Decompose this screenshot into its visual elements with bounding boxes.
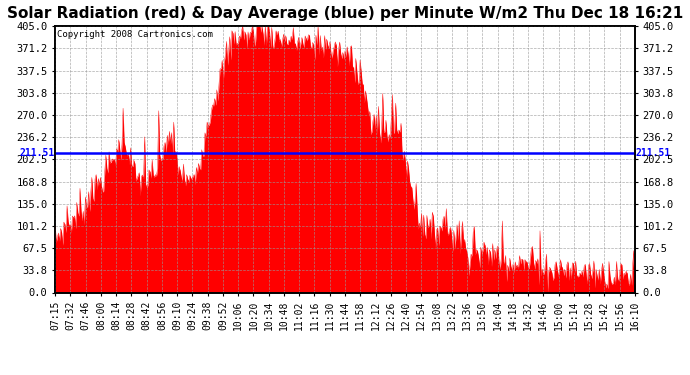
Text: Copyright 2008 Cartronics.com: Copyright 2008 Cartronics.com: [57, 30, 213, 39]
Text: 211.51: 211.51: [19, 148, 55, 159]
Text: Solar Radiation (red) & Day Average (blue) per Minute W/m2 Thu Dec 18 16:21: Solar Radiation (red) & Day Average (blu…: [7, 6, 683, 21]
Text: 211.51: 211.51: [635, 148, 671, 159]
